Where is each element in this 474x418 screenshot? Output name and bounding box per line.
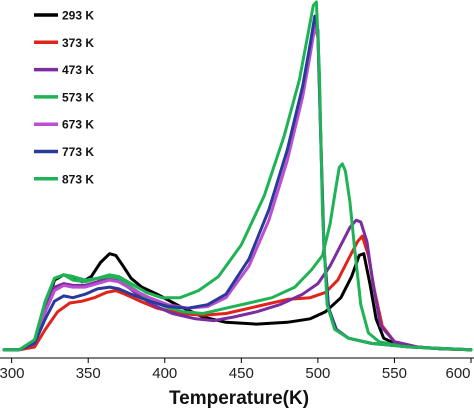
legend-label-573-k: 573 K xyxy=(62,90,94,104)
x-tick-label-500: 500 xyxy=(305,365,330,382)
series-line-573-k xyxy=(2,162,473,352)
legend-label-873-k: 873 K xyxy=(62,172,94,186)
legend-label-373-k: 373 K xyxy=(62,36,94,50)
series-line-473-k xyxy=(2,218,473,352)
x-axis-title: Temperature(K) xyxy=(169,388,309,409)
series-line-373-k xyxy=(2,234,473,352)
x-tick-label-350: 350 xyxy=(76,365,101,382)
x-tick-label-550: 550 xyxy=(382,365,407,382)
legend-label-673-k: 673 K xyxy=(62,118,94,132)
legend-label-293-k: 293 K xyxy=(62,9,94,23)
series-lines xyxy=(2,0,473,352)
x-tick-label-450: 450 xyxy=(229,365,254,382)
legend: 293 K 373 K 473 K 573 K 673 K 773 K 873 K xyxy=(34,9,94,186)
legend-label-473-k: 473 K xyxy=(62,63,94,77)
x-axis-ticks: 300 350 400 450 500 550 600 xyxy=(0,358,472,382)
x-tick-label-600: 600 xyxy=(445,365,470,382)
legend-label-773-k: 773 K xyxy=(62,145,94,159)
x-tick-label-400: 400 xyxy=(152,365,177,382)
series-line-873-k xyxy=(2,0,473,352)
x-tick-label-300: 300 xyxy=(0,365,25,382)
